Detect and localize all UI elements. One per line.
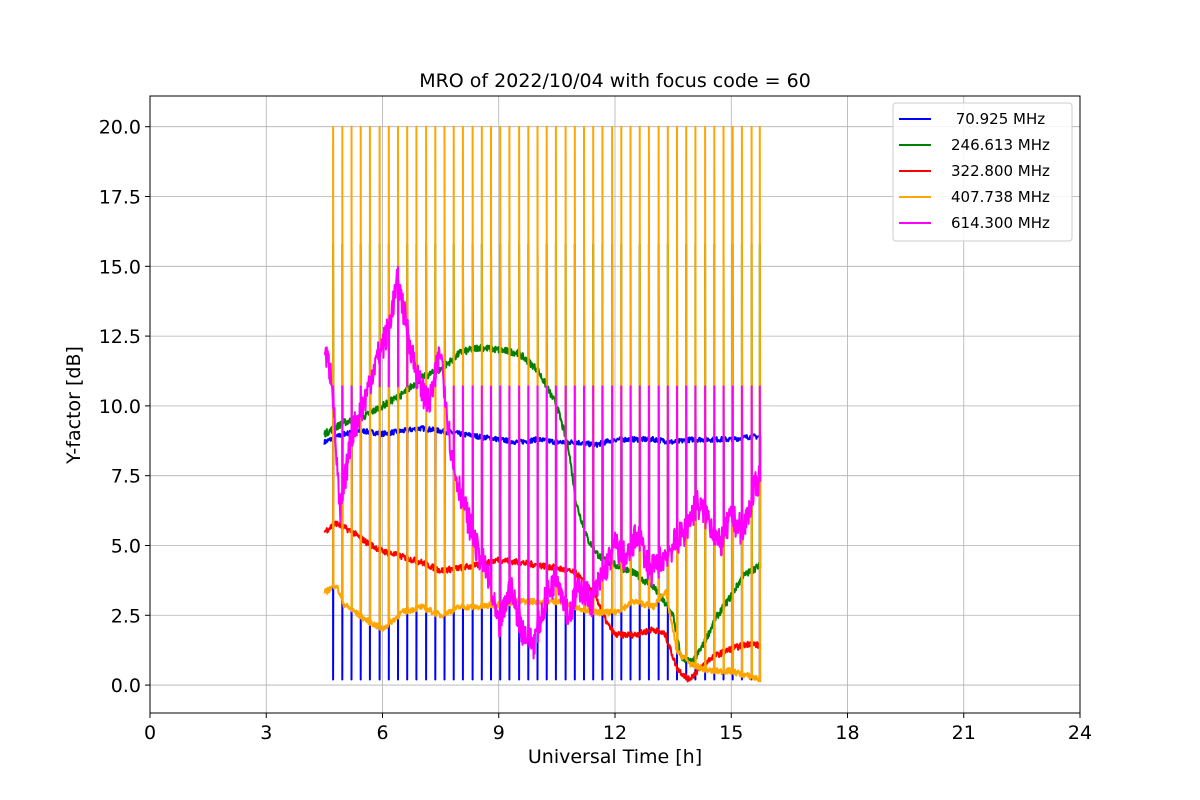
- series-line: [323, 265, 762, 660]
- series-line: [323, 125, 762, 683]
- x-tick-label: 6: [376, 722, 388, 744]
- legend-label: 322.800 MHz: [951, 162, 1050, 180]
- y-tick-label: 17.5: [99, 187, 141, 209]
- x-tick-label: 15: [719, 722, 743, 744]
- x-tick-label: 24: [1068, 722, 1092, 744]
- y-tick-label: 2.5: [111, 605, 141, 627]
- x-tick-label: 21: [952, 722, 976, 744]
- x-tick-label: 12: [603, 722, 627, 744]
- plot-lines: [323, 125, 762, 683]
- y-tick-label: 0.0: [111, 675, 141, 697]
- x-tick-label: 18: [835, 722, 859, 744]
- y-tick-label: 7.5: [111, 466, 141, 488]
- y-tick-label: 12.5: [99, 326, 141, 348]
- x-tick-label: 0: [144, 722, 156, 744]
- legend-box: [892, 102, 1073, 242]
- legend-label: 70.925 MHz: [951, 110, 1045, 128]
- legend-label: 246.613 MHz: [951, 136, 1050, 154]
- x-tick-label: 9: [493, 722, 505, 744]
- legend: 70.925 MHz 246.613 MHz 322.800 MHz 407.738 …: [892, 102, 1073, 242]
- y-tick-label: 20.0: [99, 117, 141, 139]
- y-tick-label: 15.0: [99, 256, 141, 278]
- x-tick-label: 3: [260, 722, 272, 744]
- y-tick-label: 5.0: [111, 535, 141, 557]
- x-axis-label: Universal Time [h]: [528, 746, 702, 768]
- y-axis-label: Y-factor [dB]: [63, 346, 85, 465]
- legend-label: 614.300 MHz: [951, 214, 1050, 232]
- legend-label: 407.738 MHz: [951, 188, 1050, 206]
- y-tick-label: 10.0: [99, 396, 141, 418]
- axis-ticks: 0 3 6 9 12 15 18 21 24 0.0 2.5 5.0 7.5 10.0 12.5 15.0 17…: [99, 117, 1092, 744]
- chart-title: MRO of 2022/10/04 with focus code = 60: [419, 70, 811, 92]
